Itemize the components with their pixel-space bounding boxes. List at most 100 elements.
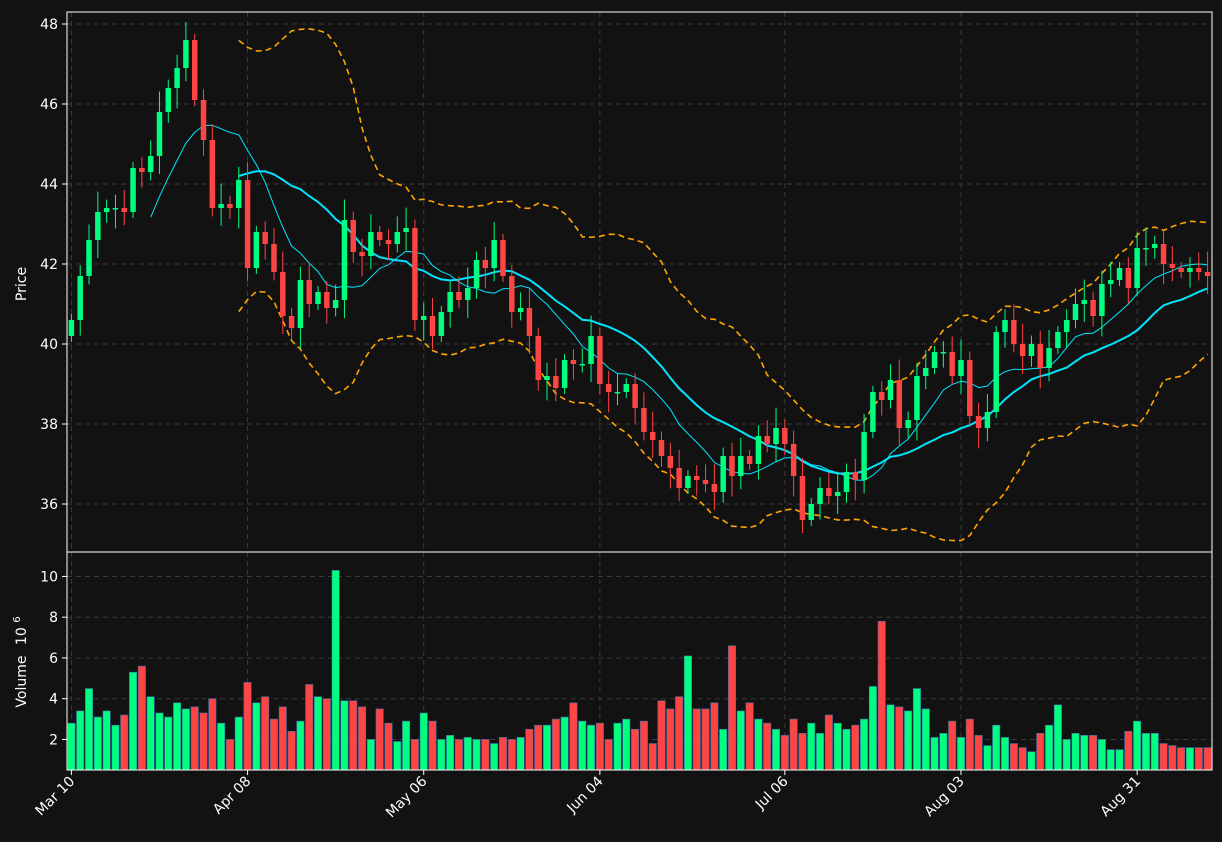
- candle-body: [861, 432, 867, 480]
- candle-body: [332, 300, 339, 308]
- volume-bar: [692, 708, 701, 771]
- candle-body: [341, 220, 348, 300]
- volume-bar: [190, 706, 199, 771]
- candle-body: [790, 444, 797, 476]
- volume-bar: [745, 702, 754, 771]
- candle-body: [1099, 284, 1105, 316]
- volume-bar: [921, 708, 930, 771]
- volume-bar: [912, 688, 921, 771]
- price-y-axis: 36 38 40 42 44 46 48: [40, 17, 67, 513]
- volume-bar: [287, 730, 296, 771]
- candle-body: [1152, 244, 1158, 248]
- candle-body: [1055, 332, 1061, 348]
- candle-body: [834, 492, 841, 496]
- volume-bar: [851, 724, 860, 771]
- volume-bar: [551, 718, 560, 771]
- candle-body: [975, 416, 982, 428]
- volume-bar: [816, 733, 825, 771]
- candle-body: [429, 316, 436, 336]
- volume-tick-label: 8: [49, 610, 58, 626]
- volume-bar: [675, 696, 684, 771]
- candle-body: [465, 288, 471, 300]
- candle-body: [244, 180, 251, 268]
- candle-body: [746, 456, 753, 464]
- volume-bar: [234, 716, 243, 771]
- candle-body: [923, 368, 929, 376]
- candle-body: [632, 384, 638, 408]
- candle-body: [174, 68, 180, 88]
- volume-bar: [481, 739, 490, 771]
- candle-body: [1028, 344, 1035, 356]
- volume-bar: [296, 720, 305, 771]
- volume-bar: [93, 716, 102, 771]
- volume-bar: [199, 712, 208, 771]
- candle-body: [694, 476, 700, 480]
- volume-bar: [516, 737, 525, 771]
- volume-bar: [120, 714, 129, 771]
- volume-bar: [974, 735, 983, 771]
- volume-bar: [1062, 739, 1071, 771]
- price-tick-label: 44: [40, 177, 58, 193]
- candle-body: [544, 376, 550, 380]
- candle-body: [940, 352, 947, 354]
- volume-bar: [983, 745, 992, 771]
- candle-body: [658, 440, 665, 456]
- price-tick-label: 40: [40, 337, 58, 353]
- volume-bar: [754, 718, 763, 771]
- volume-bar: [904, 710, 913, 771]
- candle-body: [1063, 320, 1070, 332]
- candle-body: [614, 392, 621, 394]
- candle-body: [896, 380, 903, 428]
- candle-body: [517, 308, 524, 312]
- volume-bar: [992, 724, 1001, 771]
- volume-bar: [322, 698, 331, 771]
- candle-body: [130, 168, 136, 212]
- candle-body: [799, 476, 806, 520]
- volume-bar: [454, 739, 463, 771]
- candle-body: [359, 252, 365, 256]
- volume-y-axis: 2 4 6 8 10: [40, 569, 67, 748]
- candle-body: [456, 292, 462, 300]
- volume-bar: [1045, 724, 1054, 771]
- candle-body: [1160, 244, 1167, 264]
- candle-body: [931, 352, 938, 368]
- slow-moving-average-line: [238, 170, 1208, 475]
- volume-bar: [1115, 749, 1124, 771]
- price-tick-label: 38: [40, 417, 58, 433]
- volume-bar: [243, 682, 252, 771]
- candle-body: [984, 412, 991, 428]
- volume-bar: [164, 716, 173, 771]
- volume-bar: [824, 714, 833, 771]
- volume-bar: [1001, 737, 1010, 771]
- volume-bar: [965, 718, 974, 771]
- volume-bar: [146, 696, 155, 771]
- candle-body: [139, 168, 145, 172]
- price-tick-label: 48: [40, 17, 58, 33]
- candle-body: [1107, 280, 1114, 284]
- volume-bar: [842, 728, 851, 771]
- candle-body: [103, 208, 110, 212]
- volume-bar: [498, 737, 507, 771]
- candle-body: [253, 232, 260, 268]
- volume-bar: [252, 702, 261, 771]
- volume-bar: [631, 728, 640, 771]
- candle-body: [147, 156, 154, 172]
- volume-bar: [930, 737, 939, 771]
- candle-body: [817, 488, 823, 504]
- volume-bar: [261, 696, 270, 771]
- candle-body: [676, 468, 682, 488]
- candle-body: [394, 232, 401, 244]
- candle-body: [535, 336, 541, 380]
- candle-body: [729, 456, 735, 476]
- candle-body: [773, 428, 779, 444]
- volume-bar: [76, 710, 85, 771]
- candle-body: [958, 360, 964, 376]
- candle-body: [852, 472, 859, 480]
- volume-bar: [1203, 747, 1212, 771]
- volume-bar: [1027, 751, 1036, 771]
- volume-bar: [860, 718, 869, 771]
- candle-body: [121, 208, 127, 212]
- volume-panel: 2 4 6 8 10 Volume 10 6: [12, 551, 1213, 771]
- volume-bar: [1053, 704, 1062, 771]
- candle-body: [280, 272, 286, 316]
